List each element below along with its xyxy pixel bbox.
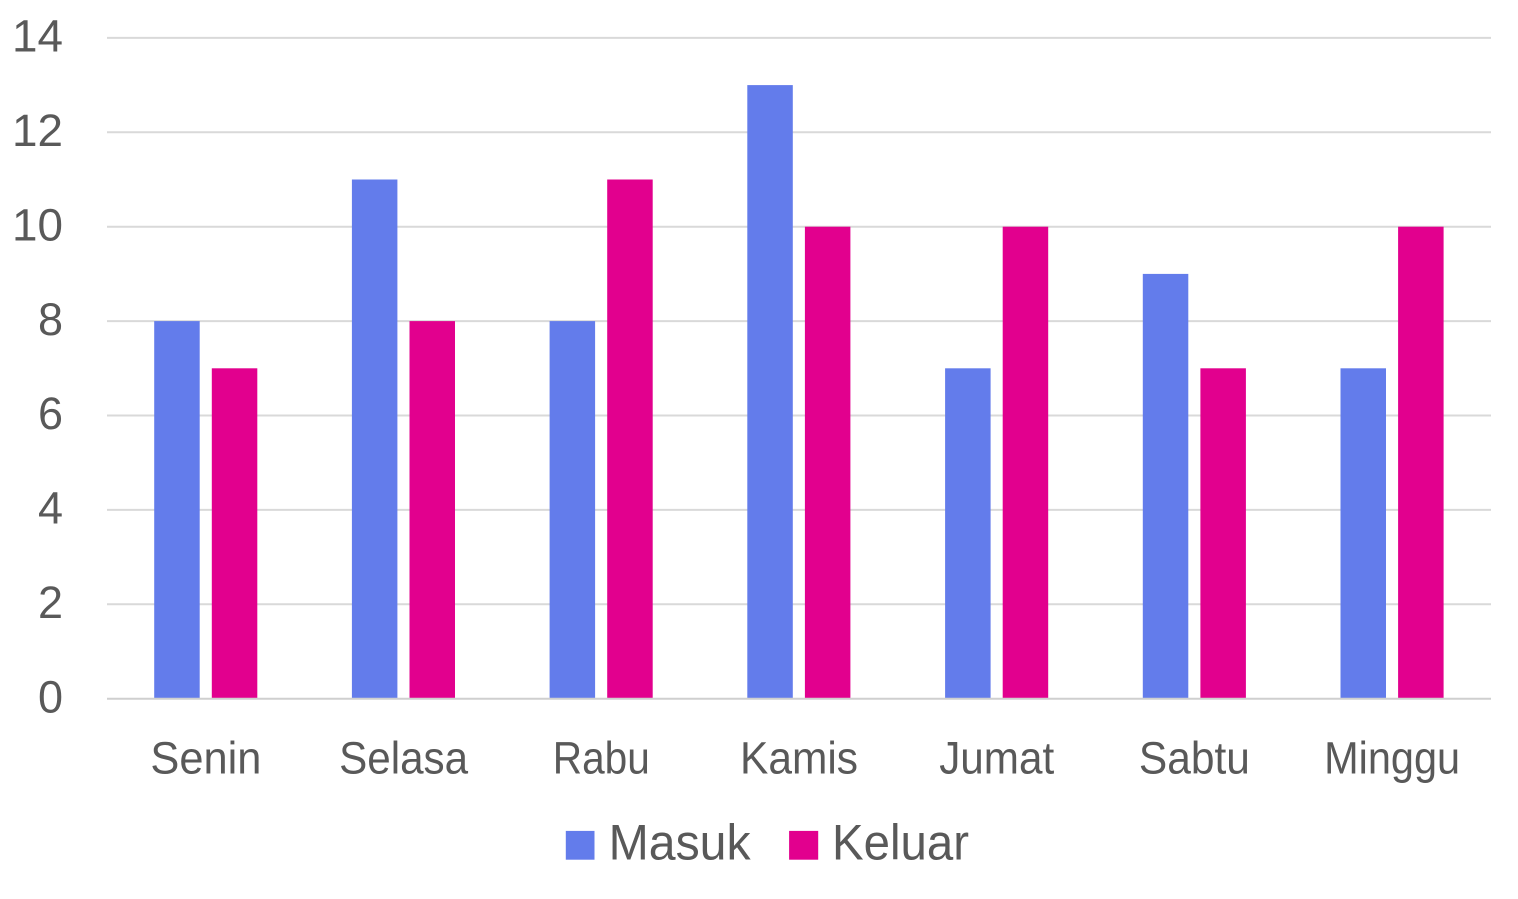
svg-text:10: 10 [12,199,63,250]
svg-text:Jumat: Jumat [939,733,1054,784]
svg-text:Keluar: Keluar [832,815,969,871]
svg-text:0: 0 [38,671,63,722]
svg-text:8: 8 [38,294,63,345]
svg-text:4: 4 [38,483,63,534]
svg-text:Selasa: Selasa [339,733,469,784]
svg-text:2: 2 [38,577,63,628]
svg-text:Kamis: Kamis [740,733,858,784]
svg-text:Senin: Senin [150,733,261,784]
svg-text:Minggu: Minggu [1324,733,1460,784]
svg-text:12: 12 [12,105,63,156]
svg-text:Masuk: Masuk [609,815,752,871]
svg-text:Rabu: Rabu [553,733,650,784]
svg-text:6: 6 [38,388,63,439]
svg-text:Sabtu: Sabtu [1139,733,1250,784]
svg-text:14: 14 [12,11,63,62]
